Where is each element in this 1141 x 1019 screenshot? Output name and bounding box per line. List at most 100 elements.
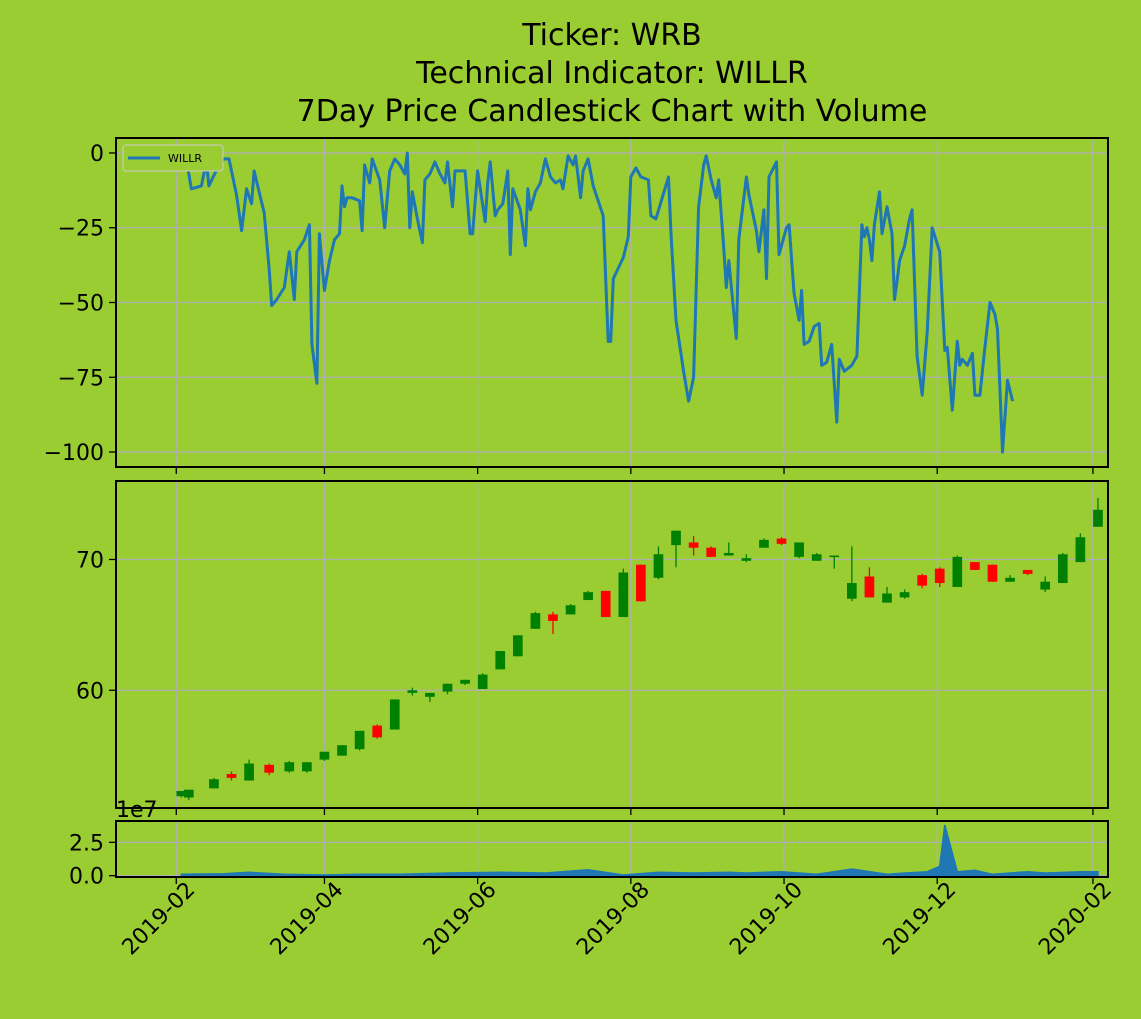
candle-body bbox=[183, 789, 194, 798]
candle-body bbox=[319, 751, 330, 760]
candle-body bbox=[372, 725, 383, 738]
candle-body bbox=[741, 558, 752, 561]
willr-panel: 0 −25 −50 −75 −100 WILLR bbox=[44, 137, 1109, 474]
figure-title: Ticker: WRB Technical Indicator: WILLR 7… bbox=[297, 18, 928, 129]
y-tick-label: 0 bbox=[90, 142, 104, 167]
candle-body bbox=[776, 538, 787, 544]
candle-body bbox=[530, 613, 541, 629]
y-tick-label: −75 bbox=[58, 366, 104, 391]
candle bbox=[776, 537, 787, 546]
candle-body bbox=[460, 679, 470, 684]
candle-body bbox=[226, 773, 237, 778]
candle bbox=[882, 586, 892, 603]
candle-body bbox=[1040, 581, 1051, 590]
candle bbox=[1005, 575, 1015, 582]
candle bbox=[706, 546, 717, 557]
candle bbox=[302, 762, 312, 773]
candle-body bbox=[389, 699, 400, 730]
y-tick-label: −100 bbox=[44, 441, 104, 466]
candle-body bbox=[899, 592, 910, 598]
willr-frame bbox=[115, 137, 1109, 468]
candle-body bbox=[548, 614, 558, 621]
candle-body bbox=[952, 556, 963, 587]
candle bbox=[337, 745, 347, 756]
candle bbox=[847, 546, 857, 602]
volume-panel: 0.0 2.5 1e7 bbox=[69, 798, 1109, 890]
candle bbox=[583, 590, 593, 601]
candle bbox=[864, 567, 875, 598]
candle bbox=[460, 679, 470, 686]
candle bbox=[372, 724, 383, 739]
candle-body bbox=[1022, 569, 1033, 574]
x-tick-label: 2020-02 bbox=[1034, 878, 1117, 961]
candle bbox=[723, 542, 734, 556]
candle-body bbox=[176, 790, 187, 797]
volume-area bbox=[180, 824, 1099, 877]
candle bbox=[934, 567, 945, 587]
candle bbox=[970, 562, 980, 570]
x-tick-label: 2019-02 bbox=[118, 878, 201, 961]
legend: WILLR bbox=[122, 144, 224, 172]
candle bbox=[600, 590, 611, 618]
volume-plot-area bbox=[116, 821, 1108, 877]
title-line-1: Ticker: WRB bbox=[521, 18, 702, 53]
candle bbox=[829, 555, 840, 569]
legend-label: WILLR bbox=[168, 152, 202, 165]
candle-body bbox=[636, 564, 646, 602]
candlestick-panel: 60 70 bbox=[76, 480, 1109, 815]
y-tick-label: 60 bbox=[76, 679, 104, 704]
candle-body bbox=[917, 575, 927, 586]
candle-body bbox=[284, 762, 295, 772]
candle-body bbox=[987, 564, 998, 582]
candle-body bbox=[244, 763, 254, 781]
candle bbox=[319, 751, 330, 761]
title-line-2: Technical Indicator: WILLR bbox=[415, 56, 808, 91]
candle-body bbox=[847, 583, 857, 599]
candle bbox=[183, 789, 194, 801]
candle-body bbox=[882, 593, 892, 603]
candle-body bbox=[354, 730, 365, 750]
candle bbox=[636, 564, 646, 602]
y-tick-label: −25 bbox=[58, 217, 104, 242]
candle bbox=[495, 651, 506, 670]
candle bbox=[389, 699, 400, 730]
candle bbox=[176, 790, 187, 798]
candle-body bbox=[264, 764, 275, 773]
candle bbox=[1022, 569, 1033, 576]
candle bbox=[759, 538, 769, 548]
candle bbox=[917, 573, 927, 589]
candle bbox=[407, 687, 418, 696]
candle-body bbox=[970, 562, 980, 570]
willr-series-line bbox=[184, 151, 1015, 454]
candle bbox=[284, 760, 295, 773]
candle bbox=[530, 611, 541, 629]
candle-body bbox=[1075, 537, 1086, 563]
candle bbox=[618, 568, 629, 618]
candle-body bbox=[565, 605, 576, 615]
candle bbox=[264, 763, 275, 776]
x-tick-label: 2019-12 bbox=[879, 878, 962, 961]
candle-body bbox=[302, 762, 312, 772]
candle-body bbox=[811, 554, 822, 561]
candle-body bbox=[706, 547, 717, 557]
candle bbox=[899, 589, 910, 599]
candle bbox=[354, 730, 365, 751]
legend-frame bbox=[122, 144, 224, 172]
candle-body bbox=[407, 690, 418, 693]
candle bbox=[741, 554, 752, 563]
candle bbox=[1057, 552, 1068, 584]
candle-body bbox=[794, 542, 804, 557]
candle-body bbox=[934, 568, 945, 584]
candle bbox=[477, 673, 488, 689]
candle-body bbox=[829, 555, 840, 558]
candle-body bbox=[618, 572, 629, 618]
candle bbox=[811, 552, 822, 561]
candlestick-frame bbox=[115, 480, 1109, 809]
candle bbox=[671, 530, 681, 568]
candle bbox=[548, 611, 558, 635]
candle-body bbox=[495, 651, 506, 670]
date-x-axis: 2019-02 2019-04 2019-06 2019-08 2019-10 2019-… bbox=[118, 878, 1117, 961]
candle bbox=[653, 546, 664, 580]
candle-body bbox=[512, 635, 523, 657]
